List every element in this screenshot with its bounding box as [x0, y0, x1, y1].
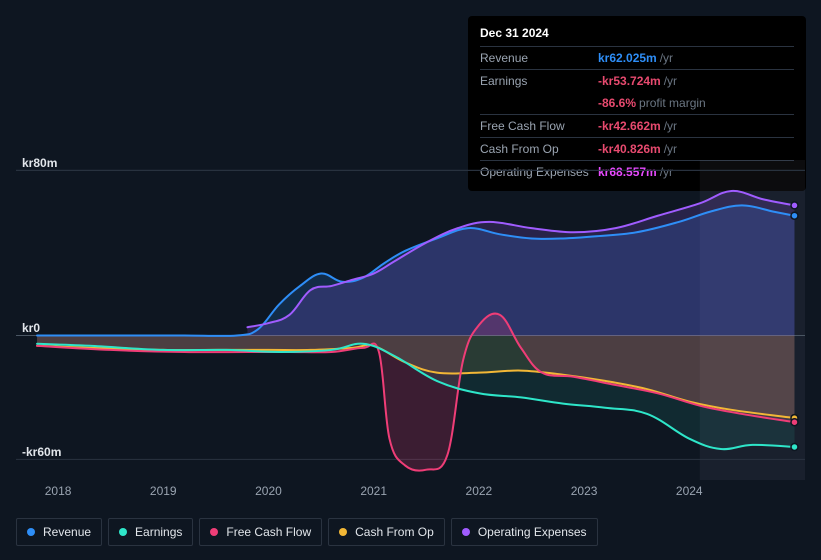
tooltip-label: Cash From Op [480, 140, 598, 158]
tooltip-row: Free Cash Flow-kr42.662m/yr [480, 114, 794, 137]
tooltip-value: kr62.025m [598, 49, 657, 67]
x-axis-label: 2024 [676, 484, 703, 498]
financials-chart [16, 160, 805, 480]
tooltip-sub-value: -86.6% [598, 94, 636, 112]
legend-dot-icon [462, 528, 470, 536]
y-axis-label: -kr60m [22, 445, 61, 459]
legend-label: Cash From Op [355, 525, 434, 539]
y-axis-label: kr0 [22, 321, 40, 335]
tooltip-label: Revenue [480, 49, 598, 67]
legend-label: Free Cash Flow [226, 525, 311, 539]
x-axis-label: 2022 [466, 484, 493, 498]
legend-dot-icon [27, 528, 35, 536]
x-axis-label: 2021 [360, 484, 387, 498]
y-axis-label: kr80m [22, 156, 57, 170]
x-axis-label: 2020 [255, 484, 282, 498]
tooltip-unit: /yr [664, 117, 677, 135]
tooltip-row: Revenuekr62.025m/yr [480, 46, 794, 69]
tooltip-unit: /yr [660, 49, 673, 67]
legend-item[interactable]: Revenue [16, 518, 102, 546]
legend-item[interactable]: Free Cash Flow [199, 518, 322, 546]
legend-dot-icon [339, 528, 347, 536]
tooltip-value: -kr42.662m [598, 117, 661, 135]
tooltip-unit: /yr [664, 72, 677, 90]
tooltip-label: Free Cash Flow [480, 117, 598, 135]
tooltip-date: Dec 31 2024 [480, 24, 794, 42]
legend-item[interactable]: Earnings [108, 518, 193, 546]
tooltip-label: Earnings [480, 72, 598, 90]
tooltip-subrow: -86.6% profit margin [480, 92, 794, 114]
legend-label: Operating Expenses [478, 525, 587, 539]
tooltip-value: -kr40.826m [598, 140, 661, 158]
tooltip-row: Cash From Op-kr40.826m/yr [480, 137, 794, 160]
x-axis-label: 2018 [45, 484, 72, 498]
legend-label: Earnings [135, 525, 182, 539]
tooltip-sub-text: profit margin [639, 94, 706, 112]
chart-legend: Revenue Earnings Free Cash Flow Cash From O… [16, 518, 598, 546]
x-axis-label: 2019 [150, 484, 177, 498]
tooltip-row: Earnings-kr53.724m/yr [480, 69, 794, 92]
legend-dot-icon [210, 528, 218, 536]
legend-dot-icon [119, 528, 127, 536]
x-axis-label: 2023 [571, 484, 598, 498]
legend-item[interactable]: Operating Expenses [451, 518, 598, 546]
tooltip-unit: /yr [664, 140, 677, 158]
legend-item[interactable]: Cash From Op [328, 518, 445, 546]
legend-label: Revenue [43, 525, 91, 539]
tooltip-value: -kr53.724m [598, 72, 661, 90]
